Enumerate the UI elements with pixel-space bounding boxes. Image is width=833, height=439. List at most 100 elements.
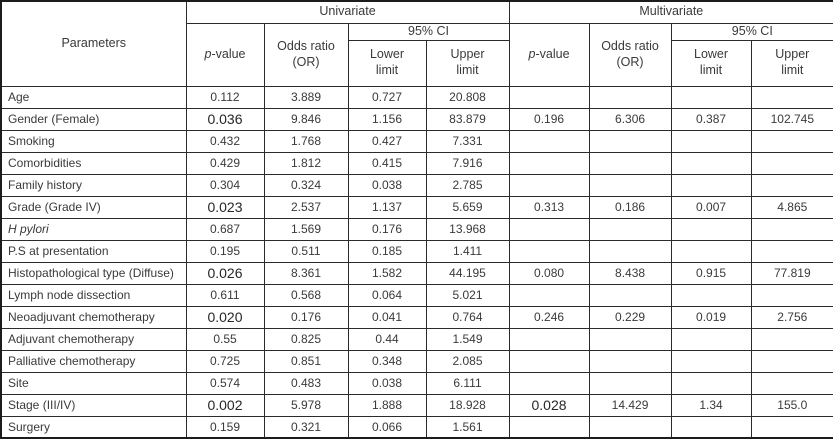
uni-upper-limit-cell: 1.411	[425, 239, 510, 263]
multi-odds-ratio-cell	[588, 129, 672, 153]
uni-p-value-cell: 0.611	[185, 283, 265, 307]
multi-lower-limit-cell	[670, 239, 752, 263]
univariate-header: Univariate	[185, 0, 510, 24]
multi-odds-ratio-cell	[588, 85, 672, 109]
uni-p-value-cell: 0.304	[185, 173, 265, 197]
multi-odds-ratio-cell	[588, 239, 672, 263]
uni-odds-ratio-cell: 8.361	[263, 261, 349, 285]
multi-p-value-cell: 0.196	[508, 107, 590, 131]
multi-odds-ratio-cell: 6.306	[588, 107, 672, 131]
uni-odds-ratio-header: Odds ratio (OR)	[263, 22, 349, 87]
multi-upper-limit-cell	[750, 415, 833, 439]
multi-lower-limit-cell	[670, 217, 752, 241]
uni-lower-limit-cell: 0.066	[347, 415, 427, 439]
uni-lower-limit-cell: 1.888	[347, 393, 427, 417]
multi-odds-ratio-cell: 14.429	[588, 393, 672, 417]
multi-upper-limit-cell	[750, 371, 833, 395]
uni-lower-limit-header: Lower limit	[347, 39, 427, 87]
uni-upper-limit-cell: 6.111	[425, 371, 510, 395]
uni-lower-limit-cell: 0.064	[347, 283, 427, 307]
multi-p-value-cell	[508, 283, 590, 307]
multivariate-header: Multivariate	[508, 0, 833, 24]
parameter-cell: Histopathological type (Diffuse)	[0, 261, 187, 285]
multi-upper-limit-cell: 2.756	[750, 305, 833, 329]
table-row: Neoadjuvant chemotherapy 0.020 0.176 0.041 0…	[0, 305, 833, 329]
multi-p-value-cell	[508, 349, 590, 373]
uni-p-value-cell: 0.432	[185, 129, 265, 153]
uni-upper-limit-cell: 20.808	[425, 85, 510, 109]
table-row: Adjuvant chemotherapy 0.55 0.825 0.44 1.549	[0, 327, 833, 351]
parameter-cell: Age	[0, 85, 187, 109]
uni-upper-limit-cell: 44.195	[425, 261, 510, 285]
table-row: H pylori 0.687 1.569 0.176 13.968	[0, 217, 833, 241]
multi-lower-limit-cell: 0.019	[670, 305, 752, 329]
multi-lower-limit-cell	[670, 283, 752, 307]
uni-lower-limit-cell: 0.038	[347, 173, 427, 197]
parameter-cell: Smoking	[0, 129, 187, 153]
multi-lower-limit-cell	[670, 173, 752, 197]
multi-lower-limit-cell	[670, 349, 752, 373]
multi-lower-limit-cell: 0.387	[670, 107, 752, 131]
uni-odds-ratio-cell: 1.812	[263, 151, 349, 175]
uni-p-value-cell: 0.55	[185, 327, 265, 351]
uni-lower-limit-cell: 0.176	[347, 217, 427, 241]
parameter-cell: P.S at presentation	[0, 239, 187, 263]
uni-upper-limit-cell: 18.928	[425, 393, 510, 417]
multi-p-value-cell	[508, 85, 590, 109]
multi-p-value-cell	[508, 239, 590, 263]
multi-upper-limit-cell	[750, 129, 833, 153]
header-row-limits: Lower limit Upper limit Lower limit Uppe…	[1, 39, 833, 87]
uni-upper-limit-cell: 13.968	[425, 217, 510, 241]
uni-lower-limit-cell: 0.727	[347, 85, 427, 109]
multi-lower-limit-cell: 0.915	[670, 261, 752, 285]
table-body: Age 0.112 3.889 0.727 20.808 Gender (Female) 0…	[0, 85, 833, 439]
multi-lower-limit-cell: 0.007	[670, 195, 752, 219]
multi-odds-ratio-cell: 8.438	[588, 261, 672, 285]
uni-lower-limit-cell: 0.185	[347, 239, 427, 263]
table-row: Stage (III/IV) 0.002 5.978 1.888 18.928 0.028…	[0, 393, 833, 417]
multi-upper-limit-header: Upper limit	[750, 39, 833, 87]
multi-ci-header: 95% CI	[670, 22, 833, 41]
uni-p-value-header: p-value	[185, 22, 265, 87]
table-row: Site 0.574 0.483 0.038 6.111	[0, 371, 833, 395]
uni-lower-limit-cell: 0.415	[347, 151, 427, 175]
parameter-cell: Family history	[0, 173, 187, 197]
uni-p-value-cell: 0.026	[185, 261, 265, 285]
uni-odds-ratio-cell: 1.569	[263, 217, 349, 241]
uni-p-value-cell: 0.036	[185, 107, 265, 131]
uni-p-value-cell: 0.023	[185, 195, 265, 219]
multi-odds-ratio-cell	[588, 283, 672, 307]
uni-upper-limit-cell: 83.879	[425, 107, 510, 131]
table-row: Histopathological type (Diffuse) 0.026 8.3…	[0, 261, 833, 285]
uni-odds-ratio-cell: 0.568	[263, 283, 349, 307]
uni-lower-limit-cell: 0.427	[347, 129, 427, 153]
uni-lower-limit-cell: 1.582	[347, 261, 427, 285]
uni-upper-limit-cell: 5.659	[425, 195, 510, 219]
table-row: Family history 0.304 0.324 0.038 2.785	[0, 173, 833, 197]
multi-odds-ratio-cell	[588, 217, 672, 241]
multi-p-value-cell	[508, 371, 590, 395]
uni-odds-ratio-cell: 3.889	[263, 85, 349, 109]
multi-lower-limit-cell	[670, 129, 752, 153]
parameter-cell: Neoadjuvant chemotherapy	[0, 305, 187, 329]
uni-upper-limit-header: Upper limit	[425, 39, 510, 87]
multi-upper-limit-cell	[750, 327, 833, 351]
parameter-cell: Lymph node dissection	[0, 283, 187, 307]
multi-odds-ratio-cell	[588, 415, 672, 439]
multi-p-value-cell	[508, 327, 590, 351]
uni-odds-ratio-cell: 0.321	[263, 415, 349, 439]
uni-p-value-cell: 0.159	[185, 415, 265, 439]
uni-upper-limit-cell: 2.085	[425, 349, 510, 373]
uni-odds-ratio-cell: 0.176	[263, 305, 349, 329]
uni-ci-header: 95% CI	[347, 22, 510, 41]
uni-odds-ratio-cell: 0.324	[263, 173, 349, 197]
table-row: Lymph node dissection 0.611 0.568 0.064 5.02…	[0, 283, 833, 307]
multi-p-value-cell	[508, 415, 590, 439]
uni-odds-ratio-cell: 0.825	[263, 327, 349, 351]
multi-upper-limit-cell	[750, 85, 833, 109]
table-row: Age 0.112 3.889 0.727 20.808	[0, 85, 833, 109]
multi-odds-ratio-cell	[588, 151, 672, 175]
multi-upper-limit-cell	[750, 239, 833, 263]
uni-lower-limit-cell: 0.348	[347, 349, 427, 373]
